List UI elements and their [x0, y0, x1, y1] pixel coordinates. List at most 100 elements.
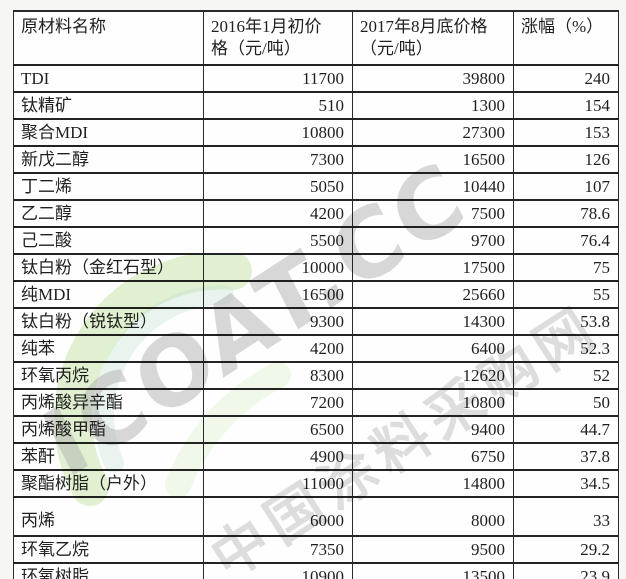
material-name-cell: 丙烯: [13, 497, 204, 536]
change-pct-cell: 44.7: [513, 416, 619, 443]
table-row: 聚合MDI 10800 27300 153: [13, 119, 619, 146]
material-name-cell: 环氧乙烷: [13, 536, 204, 563]
change-pct-cell: 52: [513, 362, 619, 389]
table-row: 钛白粉（锐钛型） 9300 14300 53.8: [13, 308, 619, 335]
change-pct-cell: 33: [513, 497, 619, 536]
table-row: 新戊二醇 7300 16500 126: [13, 146, 619, 173]
price-2017-cell: 7500: [352, 200, 514, 227]
price-2017-cell: 1300: [352, 92, 514, 119]
price-2016-cell: 4900: [203, 443, 353, 470]
table-row: 丙烯酸异辛酯 7200 10800 50: [13, 389, 619, 416]
price-2016-cell: 10900: [203, 563, 353, 579]
change-pct-cell: 78.6: [513, 200, 619, 227]
price-2016-cell: 6000: [203, 497, 353, 536]
header-price-2017: 2017年8月底价格 （元/吨）: [352, 11, 514, 65]
price-2017-cell: 14300: [352, 308, 514, 335]
material-name-cell: 钛白粉（金红石型）: [13, 254, 204, 281]
header-row: 原材料名称 2016年1月初价 格（元/吨） 2017年8月底价格 （元/吨） …: [13, 11, 619, 65]
price-2017-cell: 10800: [352, 389, 514, 416]
price-2016-cell: 4200: [203, 200, 353, 227]
table-header: 原材料名称 2016年1月初价 格（元/吨） 2017年8月底价格 （元/吨） …: [13, 11, 619, 65]
material-name-cell: 乙二醇: [13, 200, 204, 227]
price-2016-cell: 8300: [203, 362, 353, 389]
table-body: TDI 11700 39800 240 钛精矿 510 1300 154 聚合MDI 10800 2…: [13, 65, 619, 579]
price-2016-cell: 10000: [203, 254, 353, 281]
price-2016-cell: 510: [203, 92, 353, 119]
table-row: 钛白粉（金红石型） 10000 17500 75: [13, 254, 619, 281]
header-change-pct: 涨幅（%）: [513, 11, 619, 65]
table-row: 丁二烯 5050 10440 107: [13, 173, 619, 200]
change-pct-cell: 240: [513, 65, 619, 92]
change-pct-cell: 53.8: [513, 308, 619, 335]
header-material-name: 原材料名称: [13, 11, 204, 65]
material-name-cell: 聚酯树脂（户外）: [13, 470, 204, 497]
price-2017-cell: 6400: [352, 335, 514, 362]
table-row: 纯MDI 16500 25660 55: [13, 281, 619, 308]
price-2016-cell: 10800: [203, 119, 353, 146]
price-2017-cell: 17500: [352, 254, 514, 281]
change-pct-cell: 154: [513, 92, 619, 119]
price-2016-cell: 7350: [203, 536, 353, 563]
change-pct-cell: 37.8: [513, 443, 619, 470]
table-row: 环氧乙烷 7350 9500 29.2: [13, 536, 619, 563]
change-pct-cell: 75: [513, 254, 619, 281]
price-2016-cell: 11700: [203, 65, 353, 92]
table-row: 己二酸 5500 9700 76.4: [13, 227, 619, 254]
table-row: 丙烯酸甲酯 6500 9400 44.7: [13, 416, 619, 443]
price-2017-cell: 9400: [352, 416, 514, 443]
price-2016-cell: 6500: [203, 416, 353, 443]
material-name-cell: 新戊二醇: [13, 146, 204, 173]
price-2017-cell: 8000: [352, 497, 514, 536]
change-pct-cell: 29.2: [513, 536, 619, 563]
table-container: 原材料名称 2016年1月初价 格（元/吨） 2017年8月底价格 （元/吨） …: [13, 10, 619, 579]
table-row: 环氧丙烷 8300 12620 52: [13, 362, 619, 389]
table-row: TDI 11700 39800 240: [13, 65, 619, 92]
price-2017-cell: 27300: [352, 119, 514, 146]
material-name-cell: 丙烯酸甲酯: [13, 416, 204, 443]
material-name-cell: 环氧树脂: [13, 563, 204, 579]
material-name-cell: 聚合MDI: [13, 119, 204, 146]
price-2017-cell: 39800: [352, 65, 514, 92]
table-row: 乙二醇 4200 7500 78.6: [13, 200, 619, 227]
material-name-cell: 钛白粉（锐钛型）: [13, 308, 204, 335]
price-2017-cell: 25660: [352, 281, 514, 308]
material-name-cell: 己二酸: [13, 227, 204, 254]
price-2016-cell: 11000: [203, 470, 353, 497]
material-name-cell: 丙烯酸异辛酯: [13, 389, 204, 416]
table-row: 纯苯 4200 6400 52.3: [13, 335, 619, 362]
price-2016-cell: 5050: [203, 173, 353, 200]
material-name-cell: 钛精矿: [13, 92, 204, 119]
table-row: 钛精矿 510 1300 154: [13, 92, 619, 119]
material-name-cell: 纯MDI: [13, 281, 204, 308]
material-name-cell: 环氧丙烷: [13, 362, 204, 389]
change-pct-cell: 107: [513, 173, 619, 200]
material-name-cell: TDI: [13, 65, 204, 92]
raw-material-price-table: 原材料名称 2016年1月初价 格（元/吨） 2017年8月底价格 （元/吨） …: [13, 10, 619, 579]
price-2016-cell: 4200: [203, 335, 353, 362]
table-row: 环氧树脂 10900 13500 23.9: [13, 563, 619, 579]
change-pct-cell: 126: [513, 146, 619, 173]
price-2017-cell: 10440: [352, 173, 514, 200]
material-name-cell: 纯苯: [13, 335, 204, 362]
price-2017-cell: 12620: [352, 362, 514, 389]
change-pct-cell: 153: [513, 119, 619, 146]
header-price-2016: 2016年1月初价 格（元/吨）: [203, 11, 353, 65]
price-2017-cell: 13500: [352, 563, 514, 579]
price-2017-cell: 14800: [352, 470, 514, 497]
change-pct-cell: 23.9: [513, 563, 619, 579]
material-name-cell: 苯酐: [13, 443, 204, 470]
change-pct-cell: 55: [513, 281, 619, 308]
price-2017-cell: 16500: [352, 146, 514, 173]
price-2016-cell: 9300: [203, 308, 353, 335]
price-2017-cell: 9500: [352, 536, 514, 563]
price-2016-cell: 7300: [203, 146, 353, 173]
price-2016-cell: 16500: [203, 281, 353, 308]
table-row: 丙烯 6000 8000 33: [13, 497, 619, 536]
price-2017-cell: 6750: [352, 443, 514, 470]
price-2017-cell: 9700: [352, 227, 514, 254]
change-pct-cell: 52.3: [513, 335, 619, 362]
change-pct-cell: 50: [513, 389, 619, 416]
table-row: 苯酐 4900 6750 37.8: [13, 443, 619, 470]
price-2016-cell: 7200: [203, 389, 353, 416]
